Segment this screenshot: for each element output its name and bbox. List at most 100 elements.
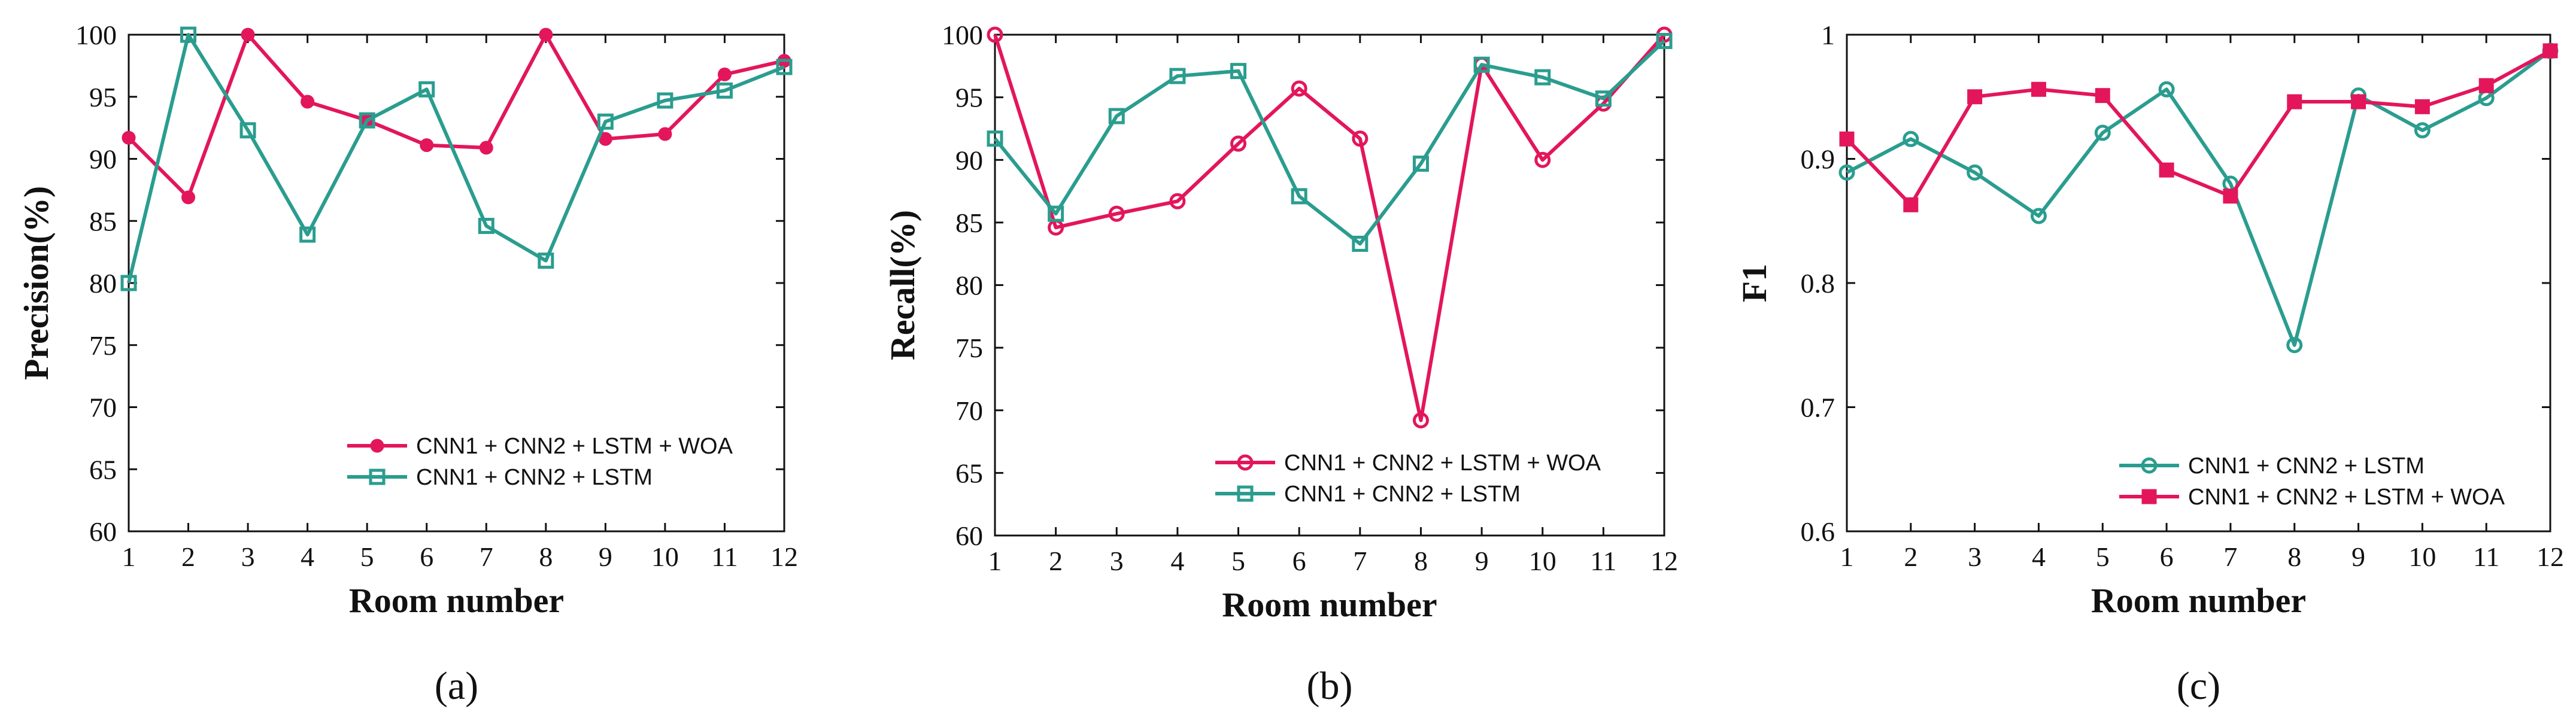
x-tick-label: 6 (420, 541, 433, 572)
y-tick-label: 100 (942, 20, 983, 50)
x-tick-label: 11 (711, 541, 738, 572)
x-tick-label: 7 (2223, 541, 2237, 572)
data-point (657, 92, 673, 109)
x-axis-title: Room number (1222, 585, 1437, 624)
data-point (418, 81, 435, 98)
data-point (987, 26, 1003, 43)
x-tick-label: 8 (2287, 541, 2301, 572)
legend: CNN1 + CNN2 + LSTM + WOA CNN1 + CNN2 + LS… (1215, 451, 1601, 507)
x-tick-label: 5 (360, 541, 374, 572)
legend: CNN1 + CNN2 + LSTM + WOA CNN1 + CNN2 + LS… (347, 434, 733, 490)
data-point (1291, 80, 1307, 97)
legend-entry: CNN1 + CNN2 + LSTM (416, 465, 653, 490)
y-tick-label: 65 (955, 458, 983, 488)
x-tick-label: 12 (2536, 541, 2564, 572)
y-tick-label: 85 (955, 208, 983, 238)
legend-entry: CNN1 + CNN2 + LSTM + WOA (1284, 451, 1601, 476)
y-tick-label: 100 (75, 20, 117, 50)
data-point (1108, 108, 1125, 124)
x-tick-label: 2 (1904, 541, 1917, 572)
x-tick-label: 8 (1414, 546, 1428, 576)
y-tick-label: 90 (89, 144, 117, 175)
y-tick-label: 60 (89, 516, 117, 547)
x-tick-label: 3 (1968, 541, 1982, 572)
legend-marker (1237, 485, 1254, 502)
data-point (1230, 135, 1247, 152)
data-point (658, 127, 672, 141)
y-tick-label: 0.6 (1801, 516, 1835, 547)
legend-entry: CNN1 + CNN2 + LSTM + WOA (2188, 485, 2505, 510)
x-tick-label: 9 (2352, 541, 2365, 572)
x-tick-label: 2 (1049, 546, 1063, 576)
data-point (122, 130, 136, 145)
data-point (716, 82, 733, 99)
series-2 (987, 32, 1673, 252)
data-point (239, 122, 256, 139)
legend-marker (369, 469, 386, 485)
panel-label: (b) (1307, 664, 1353, 708)
data-point (1903, 130, 1919, 147)
data-point (2478, 78, 2494, 93)
x-tick-label: 12 (770, 541, 798, 572)
legend-marker (370, 439, 384, 453)
y-tick-label: 80 (89, 268, 117, 299)
legend-marker (1237, 454, 1254, 471)
y-tick-label: 95 (955, 83, 983, 113)
x-tick-label: 7 (480, 541, 493, 572)
x-tick-label: 5 (1231, 546, 1245, 576)
series-line (1845, 49, 2551, 207)
legend-marker (2141, 489, 2157, 504)
y-tick-label: 80 (955, 270, 983, 301)
x-tick-label: 11 (1590, 546, 1616, 576)
data-point (1473, 56, 1490, 73)
x-axis-title: Room number (2091, 581, 2306, 620)
x-axis-title: Room number (349, 581, 564, 620)
data-point (1291, 188, 1307, 205)
x-tick-label: 1 (1840, 541, 1854, 572)
y-tick-label: 70 (955, 396, 983, 426)
legend-marker (2141, 457, 2158, 474)
data-point (478, 218, 494, 235)
x-tick-label: 3 (241, 541, 255, 572)
series-2 (120, 26, 793, 291)
data-point (1352, 235, 1369, 252)
data-point (2351, 94, 2366, 109)
data-point (1412, 156, 1429, 172)
y-axis-title: Recall(%) (883, 210, 922, 360)
data-point (2094, 124, 2111, 141)
data-point (2030, 208, 2047, 224)
x-tick-label: 12 (1650, 546, 1678, 576)
y-tick-label: 0.8 (1801, 268, 1835, 299)
data-point (241, 28, 255, 42)
data-point (479, 141, 493, 155)
x-tick-label: 10 (2408, 541, 2436, 572)
data-point (420, 138, 434, 153)
data-point (181, 190, 196, 205)
data-point (1534, 151, 1551, 168)
x-tick-label: 10 (651, 541, 679, 572)
legend: CNN1 + CNN2 + LSTM CNN1 + CNN2 + LSTM + W… (2119, 454, 2505, 510)
data-point (2223, 188, 2238, 204)
series-line (993, 34, 1666, 422)
legend-entry: CNN1 + CNN2 + LSTM (2188, 454, 2425, 479)
legend-entry: CNN1 + CNN2 + LSTM (1284, 482, 1521, 507)
data-point (1230, 63, 1247, 80)
y-tick-label: 0.7 (1801, 393, 1835, 423)
x-tick-label: 9 (1475, 546, 1489, 576)
data-point (539, 28, 553, 42)
data-point (301, 95, 315, 109)
data-point (2287, 94, 2302, 109)
x-tick-label: 3 (1110, 546, 1124, 576)
x-tick-label: 11 (2473, 541, 2499, 572)
series-2 (1839, 43, 2558, 212)
series-line (127, 33, 785, 199)
legend-entry: CNN1 + CNN2 + LSTM + WOA (416, 434, 733, 459)
x-tick-label: 6 (1292, 546, 1306, 576)
x-tick-label: 4 (301, 541, 314, 572)
y-tick-label: 1 (1821, 20, 1835, 50)
x-tick-label: 2 (181, 541, 195, 572)
x-tick-label: 4 (2032, 541, 2046, 572)
panel-label: (a) (435, 664, 478, 708)
x-tick-label: 10 (1529, 546, 1556, 576)
